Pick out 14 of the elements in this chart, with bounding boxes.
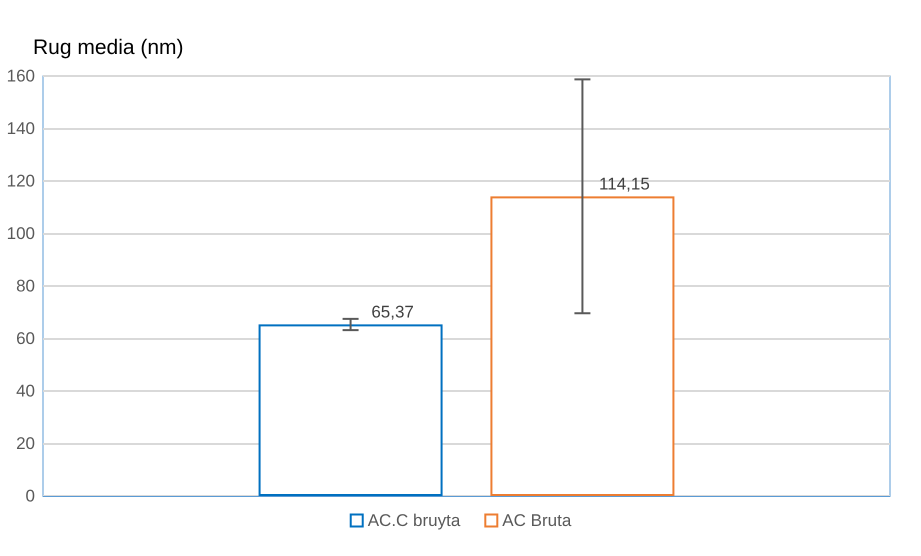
y-tick-label: 140 [6,119,35,138]
y-tick-label: 60 [16,329,35,348]
y-axis-title: Rug media (nm) [33,36,184,59]
y-tick-label: 100 [6,224,35,243]
legend-label: AC.C bruyta [368,511,461,530]
y-tick-label: 160 [6,66,35,86]
data-label: 114,15 [599,174,650,194]
y-tick-label: 40 [16,382,35,400]
y-tick-label: 120 [6,172,35,190]
y-tick-label: 80 [16,276,35,296]
y-tick-label: 20 [16,434,35,453]
data-label: 65,37 [371,302,414,322]
y-tick-label: 0 [26,486,35,506]
legend-label: AC Bruta [502,511,572,530]
